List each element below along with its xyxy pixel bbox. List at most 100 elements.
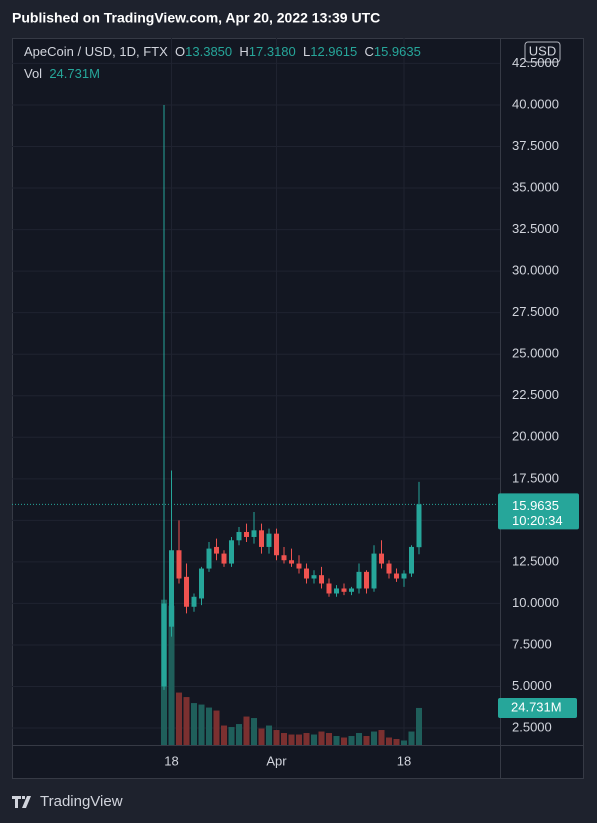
ohlc-value: 15.9635 (373, 44, 421, 59)
candle-body (214, 546, 219, 554)
y-tick-label: 20.0000 (512, 429, 559, 444)
candle-body (229, 540, 234, 564)
volume-bar (348, 736, 355, 745)
volume-bar (213, 710, 220, 745)
x-tick-label: Apr (266, 753, 287, 768)
candle-body (266, 533, 272, 547)
logo (12, 796, 31, 808)
candle-body (169, 550, 174, 627)
volume-bar (393, 739, 400, 745)
grid (12, 38, 500, 745)
volume-bar (206, 707, 212, 745)
y-tick-label: 32.5000 (512, 221, 559, 236)
ohlc-value: 13.3850 (185, 44, 233, 59)
volume-bar (176, 692, 182, 745)
countdown: 10:20:34 (512, 513, 563, 528)
candle-body (319, 575, 324, 584)
symbol: ApeCoin / USD, 1D, FTX (24, 44, 168, 59)
currency-badge (524, 41, 561, 63)
volume-bar (326, 733, 332, 745)
volume-bar (416, 707, 422, 745)
volume-bar (401, 740, 407, 745)
footer-brand: TradingView (40, 793, 123, 810)
volume-bar (363, 736, 370, 745)
candle-body (281, 555, 287, 561)
volume-bar (288, 734, 295, 745)
marks (161, 104, 422, 745)
volume-header: Vol 24.731M (24, 66, 100, 81)
candle-body (341, 588, 347, 592)
volume-bar (228, 727, 235, 745)
y-tick-label: 25.0000 (512, 346, 559, 361)
candle-body (161, 603, 167, 687)
y-tick-label: 37.5000 (512, 138, 559, 153)
volume-bar (258, 728, 265, 745)
candle-body (251, 530, 257, 537)
candle-body (199, 568, 204, 599)
candle-body (326, 583, 332, 594)
y-tick-label: 7.5000 (512, 636, 552, 651)
y-tick-label: 2.5000 (512, 719, 552, 734)
candle-body (184, 576, 189, 607)
candle-body (191, 596, 197, 607)
candle-body (386, 563, 392, 574)
last-price: 15.9635 (512, 498, 559, 513)
last-volume: 24.731M (511, 699, 562, 714)
legend-header: ApeCoin / USD, 1D, FTX O13.3850 H17.3180… (24, 44, 486, 59)
volume-bar (311, 734, 317, 745)
volume-bar (243, 716, 250, 745)
candle-body (289, 560, 294, 564)
volume-value: 24.731M (49, 66, 100, 81)
ohlc-key: H (239, 44, 249, 59)
volume-badge (498, 697, 577, 718)
candle-body (401, 573, 407, 579)
volume-bar (236, 724, 242, 745)
volume-bar (296, 734, 302, 745)
volume-bar (371, 731, 377, 745)
y-tick-label: 5.0000 (512, 678, 552, 693)
candle-body (371, 553, 377, 589)
ohlc-key: C (364, 44, 374, 59)
volume-bar (356, 733, 362, 745)
ohlc-value: 17.3180 (248, 44, 296, 59)
volume-bar (281, 733, 287, 745)
candle-body (236, 531, 242, 541)
volume-bar (273, 730, 280, 745)
y-tick-label: 17.5000 (512, 470, 559, 485)
y-tick-label: 35.0000 (512, 179, 559, 194)
x-tick-label: 18 (397, 753, 411, 768)
candle-body (311, 575, 317, 579)
candle-body (304, 568, 309, 579)
volume-bar (318, 731, 325, 745)
volume-bar (168, 605, 175, 745)
candle-body (274, 533, 279, 556)
chart-panel (12, 38, 584, 779)
volume-key: Vol (24, 66, 43, 81)
candle-body (221, 553, 227, 564)
volume-bar (251, 718, 257, 745)
candle-body (206, 548, 212, 569)
y-tick-label: 12.5000 (512, 553, 559, 568)
candle-body (176, 550, 182, 579)
candle-body (296, 563, 302, 569)
y-tick-label: 42.5000 (512, 55, 559, 70)
volume-bar (341, 737, 347, 745)
y-tick-label: 10.0000 (512, 595, 559, 610)
currency: USD (529, 43, 556, 58)
y-tick-label: 40.0000 (512, 96, 559, 111)
candle-body (409, 546, 414, 574)
candle-body (356, 571, 362, 589)
published: Published on TradingView.com, Apr 20, 20… (12, 10, 380, 26)
candle-body (259, 530, 264, 547)
y-tick-label: 22.5000 (512, 387, 559, 402)
y-tick-label: 27.5000 (512, 304, 559, 319)
candle-body (349, 588, 354, 592)
volume-bar (266, 725, 272, 745)
volume-bar (303, 733, 310, 745)
candle-body (244, 531, 249, 537)
candle-body (334, 588, 339, 594)
volume-bar (221, 725, 227, 745)
price-badge (498, 493, 579, 530)
